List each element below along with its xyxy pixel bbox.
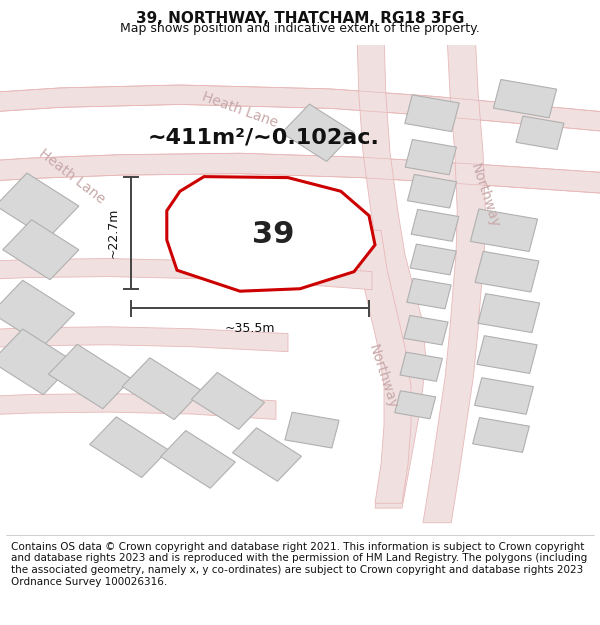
Text: 39: 39	[252, 219, 294, 249]
Polygon shape	[354, 230, 411, 503]
Text: Map shows position and indicative extent of the property.: Map shows position and indicative extent…	[120, 22, 480, 35]
Polygon shape	[0, 173, 79, 239]
Polygon shape	[0, 280, 75, 346]
Polygon shape	[0, 85, 600, 134]
Polygon shape	[407, 174, 457, 208]
Polygon shape	[0, 394, 276, 419]
Polygon shape	[3, 220, 79, 280]
Polygon shape	[411, 209, 459, 241]
Polygon shape	[357, 35, 426, 508]
Text: Northway: Northway	[468, 162, 502, 230]
Polygon shape	[122, 357, 202, 419]
Polygon shape	[281, 104, 355, 161]
Polygon shape	[478, 294, 539, 333]
Polygon shape	[233, 428, 301, 481]
Text: 39, NORTHWAY, THATCHAM, RG18 3FG: 39, NORTHWAY, THATCHAM, RG18 3FG	[136, 11, 464, 26]
Polygon shape	[0, 327, 288, 352]
Polygon shape	[285, 412, 339, 448]
Polygon shape	[423, 35, 485, 522]
Text: Northway: Northway	[366, 342, 400, 411]
Polygon shape	[49, 344, 131, 409]
Polygon shape	[475, 251, 539, 292]
Polygon shape	[395, 391, 436, 419]
Text: Heath Lane: Heath Lane	[200, 89, 280, 130]
Polygon shape	[516, 116, 564, 149]
Polygon shape	[167, 177, 375, 291]
Polygon shape	[89, 417, 169, 478]
Polygon shape	[161, 431, 235, 488]
Polygon shape	[404, 316, 448, 345]
Text: Contains OS data © Crown copyright and database right 2021. This information is : Contains OS data © Crown copyright and d…	[11, 542, 587, 586]
Polygon shape	[0, 153, 600, 195]
Polygon shape	[410, 244, 456, 275]
Text: ~22.7m: ~22.7m	[107, 208, 120, 258]
Polygon shape	[493, 79, 557, 118]
Text: Heath Lane: Heath Lane	[36, 146, 108, 207]
Polygon shape	[477, 336, 537, 373]
Polygon shape	[0, 329, 75, 395]
Polygon shape	[0, 259, 372, 290]
Polygon shape	[405, 139, 457, 175]
Polygon shape	[470, 209, 538, 251]
Polygon shape	[475, 378, 533, 414]
Polygon shape	[405, 95, 459, 132]
Text: ~35.5m: ~35.5m	[224, 322, 275, 335]
Polygon shape	[400, 352, 442, 381]
Text: ~411m²/~0.102ac.: ~411m²/~0.102ac.	[148, 127, 380, 148]
Polygon shape	[407, 278, 451, 309]
Polygon shape	[473, 418, 529, 452]
Polygon shape	[191, 372, 265, 429]
